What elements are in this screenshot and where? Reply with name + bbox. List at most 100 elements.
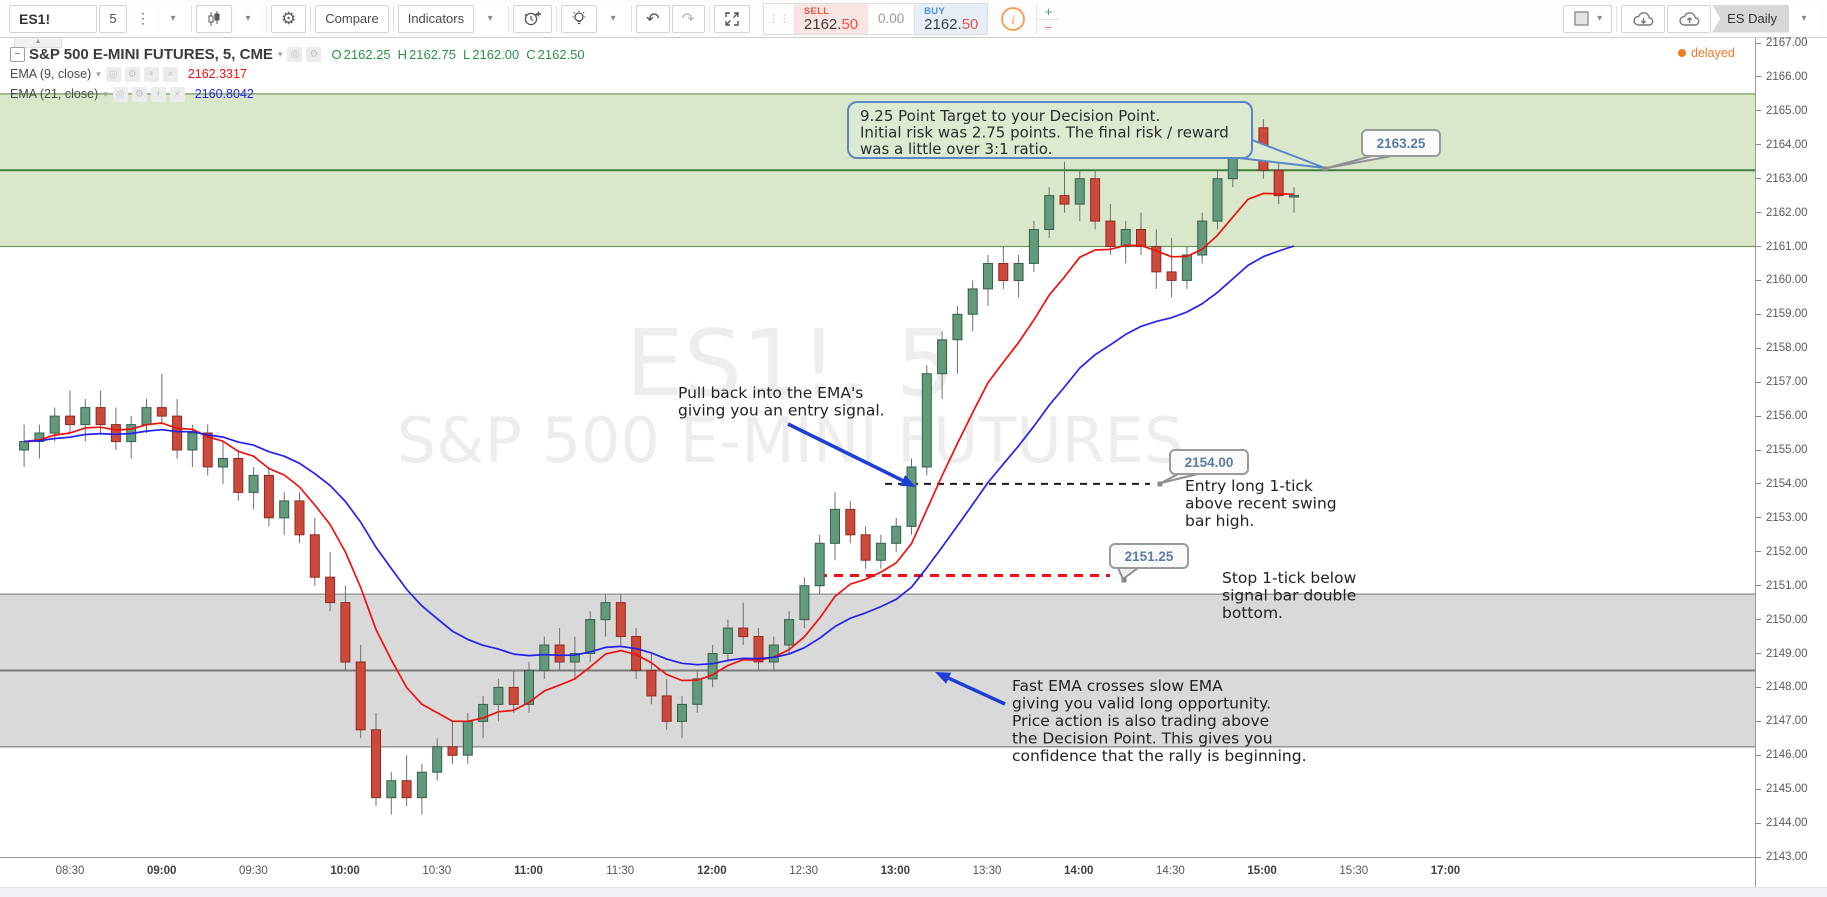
- toolbar-collapse-tab[interactable]: ▲: [14, 38, 62, 48]
- ideas-caret[interactable]: ▾: [599, 4, 628, 33]
- price-tick: 2145.00: [1756, 782, 1808, 796]
- interval-dropdown-caret[interactable]: ▾: [159, 4, 187, 33]
- toolbar-divider: [266, 5, 267, 32]
- chevron-down-icon: ▾: [610, 13, 616, 24]
- time-tick: 12:00: [697, 865, 727, 877]
- indicator-value: 2162.3317: [187, 67, 247, 81]
- open-value: O 2162.25: [331, 46, 391, 62]
- legend-ema21-row: EMA (21, close) ▾ ◎ ⚙ + × 2160.8042: [10, 84, 585, 104]
- price-tick: 2160.00: [1756, 273, 1808, 287]
- chevron-down-icon[interactable]: ▾: [103, 88, 108, 99]
- compare-button[interactable]: Compare: [315, 4, 389, 33]
- toolbar-divider: [392, 5, 394, 32]
- chevron-down-icon[interactable]: ▾: [277, 48, 283, 59]
- annotation-note[interactable]: Fast EMA crosses slow EMA giving you vali…: [1012, 677, 1307, 765]
- svg-text:2154.00: 2154.00: [1185, 455, 1234, 470]
- plus-icon[interactable]: +: [143, 66, 159, 82]
- chart-legend: − S&P 500 E-MINI FUTURES, 5, CME ▾ ◎ ⚙ O…: [10, 44, 585, 104]
- trading-info-button[interactable]: i: [996, 6, 1030, 32]
- eye-icon[interactable]: ◎: [105, 66, 121, 82]
- undo-button[interactable]: ↶: [636, 4, 670, 33]
- chart-properties-button[interactable]: ⚙: [271, 4, 307, 33]
- svg-text:i: i: [1012, 12, 1016, 27]
- annotation-arrow[interactable]: [935, 672, 1006, 706]
- close-icon[interactable]: ×: [169, 86, 185, 102]
- zoom-in-button[interactable]: +: [1037, 4, 1060, 20]
- symbol-input[interactable]: ES1!: [9, 4, 97, 33]
- low-value: L 2162.00: [463, 46, 520, 62]
- chart-style-button[interactable]: [196, 4, 232, 33]
- chevron-down-icon[interactable]: ▾: [96, 68, 101, 79]
- plus-icon[interactable]: +: [150, 86, 166, 102]
- annotation-note[interactable]: Entry long 1-tick above recent swing bar h…: [1185, 477, 1337, 530]
- price-flag[interactable]: 2163.25: [1322, 129, 1441, 172]
- price-tick: 2147.00: [1756, 714, 1808, 728]
- legend-main-row: − S&P 500 E-MINI FUTURES, 5, CME ▾ ◎ ⚙ O…: [10, 44, 585, 64]
- ideas-button[interactable]: [561, 4, 598, 33]
- time-axis[interactable]: 08:30 09:00 09:30 10:00 10:30 11:00 11:30 12:00…: [0, 857, 1755, 889]
- annotation-note[interactable]: Stop 1-tick below signal bar double bottom…: [1222, 569, 1357, 622]
- price-flag[interactable]: 2151.25: [1109, 543, 1189, 583]
- price-tick: 2161.00: [1756, 240, 1808, 254]
- layout-select-button[interactable]: ▾: [1563, 4, 1613, 33]
- gear-icon[interactable]: ⚙: [306, 46, 322, 62]
- gear-icon[interactable]: ⚙: [131, 86, 147, 102]
- time-tick: 11:00: [514, 865, 543, 877]
- cloud-download-icon: [1633, 11, 1654, 26]
- interval-input[interactable]: 5: [99, 4, 127, 33]
- target-callout-bubble[interactable]: 9.25 Point Target to your Decision Point…: [847, 101, 1326, 169]
- annotation-arrow[interactable]: [787, 422, 916, 487]
- interval-menu-icon[interactable]: ⋮: [129, 4, 157, 33]
- eye-icon[interactable]: ◎: [112, 86, 128, 102]
- trade-panel-drag-handle[interactable]: ⋮⋮: [764, 3, 795, 34]
- fullscreen-button[interactable]: [713, 4, 750, 33]
- price-tick: 2152.00: [1756, 545, 1808, 559]
- load-layout-button[interactable]: [1621, 4, 1666, 33]
- redo-button[interactable]: ↷: [671, 4, 705, 33]
- layout-name-button[interactable]: ES Daily: [1712, 4, 1789, 33]
- price-tick: 2159.00: [1756, 307, 1808, 321]
- toolbar-divider: [191, 5, 192, 32]
- candlestick-style-icon: [208, 10, 220, 26]
- add-alert-button[interactable]: [513, 4, 553, 33]
- layout-name-caret[interactable]: ▾: [1790, 4, 1818, 33]
- ema-9-line[interactable]: [24, 192, 1295, 723]
- price-tick: 2150.00: [1756, 613, 1808, 627]
- symbol-title[interactable]: S&P 500 E-MINI FUTURES, 5, CME: [29, 45, 273, 63]
- price-flag[interactable]: 2154.00: [1157, 449, 1249, 487]
- price-chart[interactable]: ES1!, 5S&P 500 E-MINI FUTURES 9.25 Point …: [0, 38, 1755, 857]
- price-tick: 2165.00: [1756, 104, 1808, 118]
- info-circle-icon: i: [1001, 6, 1026, 31]
- annotation-note[interactable]: Pull back into the EMA's giving you an en…: [678, 384, 885, 420]
- eye-icon[interactable]: ◎: [287, 46, 303, 62]
- bottom-scroll-strip[interactable]: [0, 887, 1827, 897]
- time-tick: 13:00: [880, 865, 911, 877]
- toolbar-divider: [310, 5, 312, 32]
- buy-button[interactable]: BUY 2162.50: [914, 3, 988, 34]
- svg-text:ES1!, 5: ES1!, 5: [626, 310, 955, 417]
- decision-point-zone[interactable]: [0, 593, 1755, 748]
- zoom-out-button[interactable]: −: [1044, 19, 1053, 35]
- price-axis[interactable]: 2167.00 2166.00 2165.00 2164.00 2163.00 2162.…: [1755, 37, 1827, 897]
- toolbar-divider: [508, 5, 510, 32]
- price-tick: 2162.00: [1756, 206, 1808, 220]
- time-tick: 14:30: [1156, 865, 1185, 877]
- collapse-legend-icon[interactable]: −: [10, 46, 25, 62]
- indicator-name[interactable]: EMA (21, close): [10, 87, 99, 101]
- sell-button[interactable]: SELL 2162.50: [794, 3, 868, 34]
- indicator-name[interactable]: EMA (9, close): [10, 67, 92, 81]
- close-icon[interactable]: ×: [162, 66, 178, 82]
- time-tick: 11:30: [606, 865, 635, 877]
- chevron-down-icon: ▾: [1597, 13, 1603, 24]
- indicators-caret[interactable]: ▾: [476, 4, 505, 33]
- price-tick: 2155.00: [1756, 443, 1808, 457]
- price-tick: 2153.00: [1756, 511, 1808, 525]
- gear-icon: ⚙: [281, 8, 297, 28]
- gear-icon[interactable]: ⚙: [124, 66, 140, 82]
- chart-style-caret[interactable]: ▾: [234, 4, 262, 33]
- ema-21-line[interactable]: [24, 245, 1295, 666]
- price-tick: 2157.00: [1756, 375, 1808, 389]
- save-layout-button[interactable]: [1667, 4, 1712, 33]
- indicators-button[interactable]: Indicators: [397, 4, 475, 33]
